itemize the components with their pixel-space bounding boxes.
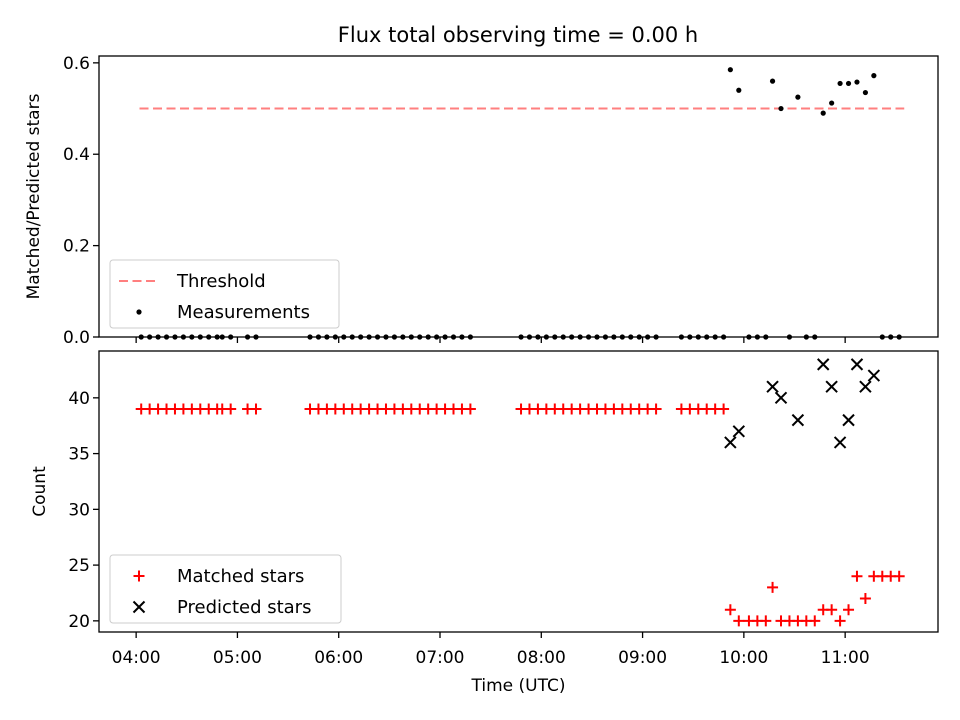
- legend: Matched stars Predicted stars: [109, 554, 342, 624]
- matched-point: [225, 403, 237, 415]
- y-tick-label: 40: [68, 389, 90, 409]
- matched-point: [826, 604, 838, 616]
- x-tick-label: 05:00: [213, 648, 262, 668]
- predicted-point: [766, 380, 779, 393]
- matched-point: [834, 615, 846, 627]
- legend-box: [109, 259, 340, 329]
- y-tick-label: 30: [68, 500, 90, 520]
- matched-point: [733, 615, 745, 627]
- y-tick-label: 35: [68, 445, 90, 465]
- matched-point: [760, 615, 772, 627]
- y-axis-label: Count: [30, 466, 50, 517]
- axes-frame: [98, 350, 939, 633]
- y-tick-label: 0.0: [63, 328, 90, 348]
- y-tick-label: 0.2: [63, 237, 90, 257]
- legend-measurements-swatch: [136, 309, 142, 315]
- x-tick-label: 08:00: [517, 648, 566, 668]
- data-point: [854, 79, 860, 85]
- matched-point: [718, 403, 730, 415]
- x-tick-label: 07:00: [416, 648, 465, 668]
- matched-point: [250, 403, 262, 415]
- y-tick-label: 0.6: [63, 54, 90, 74]
- top-panel: 0.0 0.2 0.4 0.6 Matched/Predicted stars Thres…: [24, 54, 939, 348]
- legend: Threshold Measurements: [109, 259, 340, 329]
- predicted-point: [867, 369, 881, 382]
- predicted-point: [842, 413, 855, 427]
- legend-threshold-label: Threshold: [176, 271, 266, 292]
- matched-point: [650, 403, 662, 415]
- predicted-point: [791, 413, 805, 427]
- x-tick-label: 04:00: [112, 648, 161, 668]
- data-point: [778, 105, 784, 112]
- x-tick-label: 11:00: [821, 648, 870, 668]
- series-predicted-stars: [724, 358, 881, 449]
- data-point: [795, 94, 801, 100]
- data-point: [829, 100, 835, 106]
- predicted-point: [833, 436, 847, 449]
- legend-measurements-label: Measurements: [177, 302, 310, 323]
- matched-point: [767, 581, 779, 593]
- matched-point: [724, 604, 736, 616]
- legend-matched-label: Matched stars: [177, 566, 304, 587]
- predicted-point: [850, 358, 864, 371]
- predicted-point: [732, 425, 746, 438]
- data-point: [845, 80, 852, 87]
- x-tick-label: 09:00: [618, 648, 667, 668]
- x-axis-label: Time (UTC): [471, 676, 566, 696]
- data-point: [862, 89, 869, 96]
- predicted-point: [816, 358, 830, 371]
- y-tick-label: 25: [68, 556, 90, 576]
- legend-predicted-label: Predicted stars: [177, 597, 311, 618]
- matched-point: [809, 615, 821, 627]
- predicted-point: [825, 380, 838, 393]
- x-tick-label: 10:00: [719, 648, 768, 668]
- y-axis-label: Matched/Predicted stars: [24, 93, 44, 299]
- axes-frame: [98, 55, 939, 338]
- predicted-point: [724, 436, 737, 449]
- matched-point: [843, 604, 855, 616]
- legend-predicted-swatch: [132, 600, 146, 614]
- legend-box: [109, 554, 342, 624]
- data-point: [769, 78, 776, 84]
- predicted-point: [859, 380, 872, 393]
- matched-point: [893, 570, 905, 582]
- data-point: [871, 73, 877, 79]
- matched-point: [859, 593, 871, 605]
- data-point: [820, 110, 826, 116]
- chart-title: Flux total observing time = 0.00 h: [338, 23, 698, 47]
- x-tick-label: 06:00: [314, 648, 363, 668]
- series-matched-stars: [135, 403, 905, 627]
- y-tick-label: 20: [68, 612, 90, 632]
- data-point: [727, 67, 733, 73]
- legend-matched-swatch: [133, 570, 145, 582]
- matched-point: [464, 403, 476, 415]
- bottom-panel: 20 25 30 35 40 04:00 05:00 06:00 07:00 08:00 09:00…: [30, 350, 939, 696]
- y-tick-label: 0.4: [63, 145, 90, 165]
- predicted-point: [774, 391, 788, 405]
- data-point: [736, 87, 742, 93]
- matched-point: [851, 570, 863, 582]
- data-point: [837, 80, 843, 87]
